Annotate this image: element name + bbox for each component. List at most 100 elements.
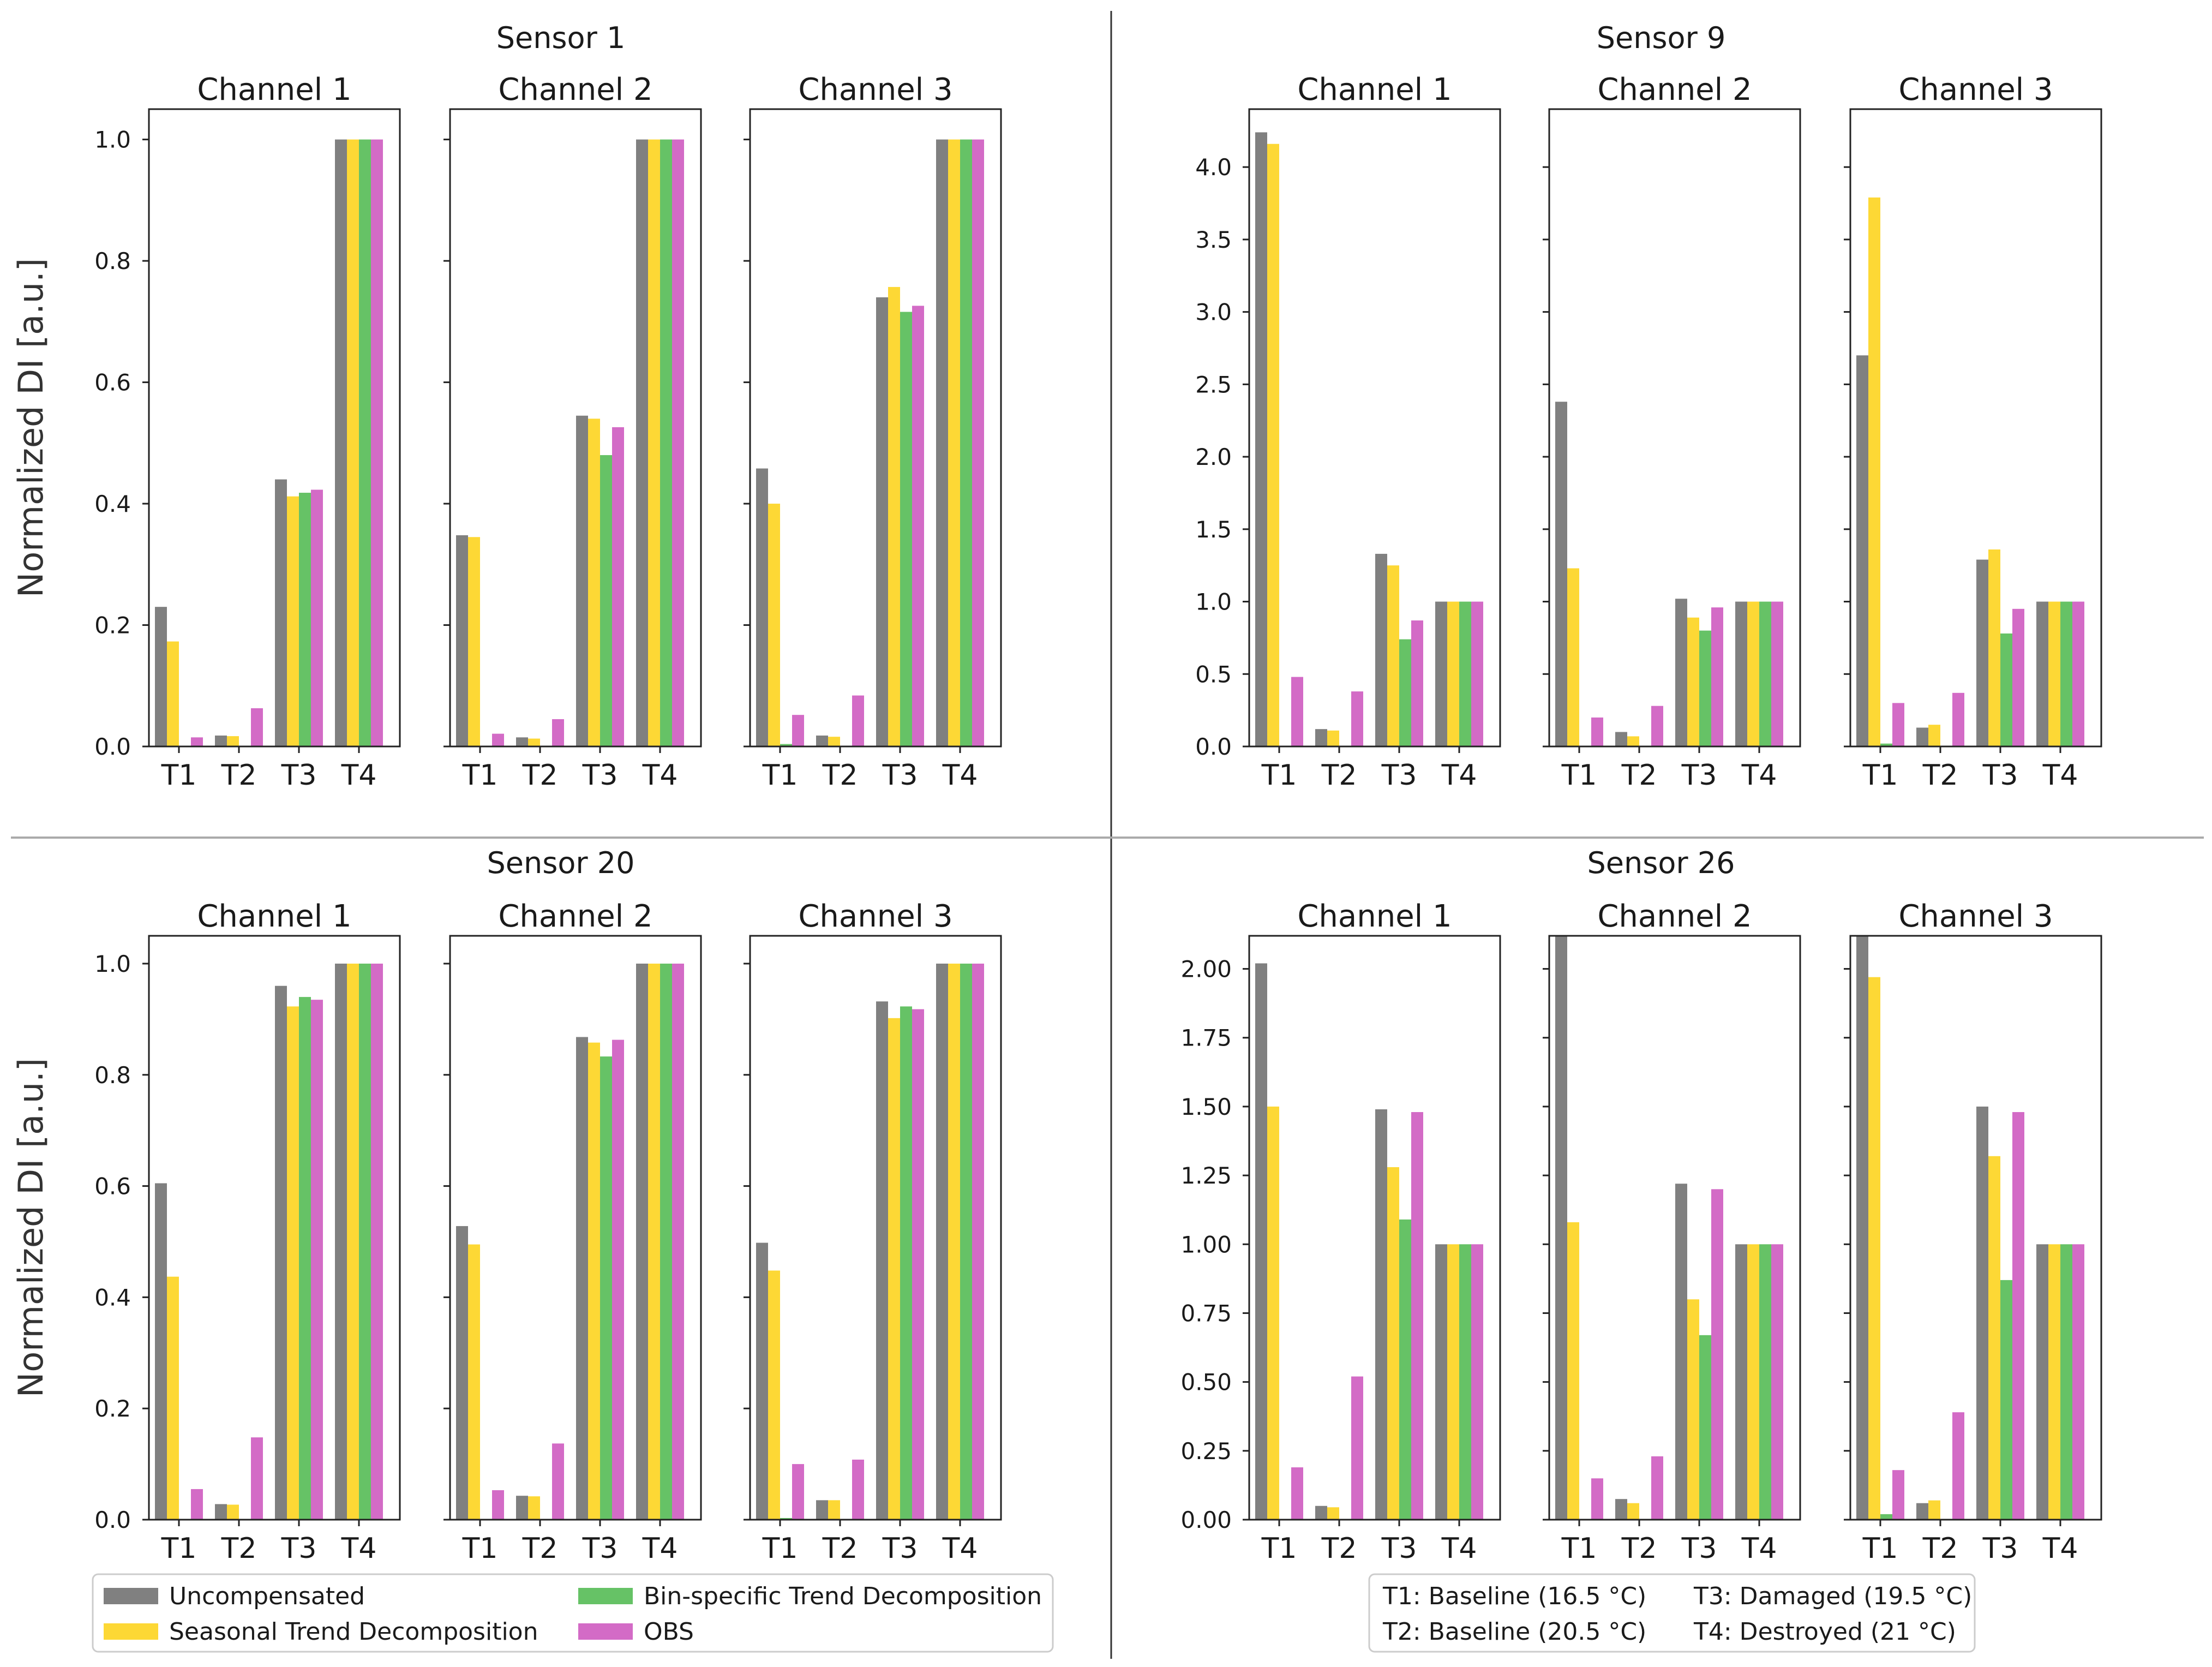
sensor-9-channel-1-bar-t1-seasonal-trend-decomposition [1267, 144, 1279, 746]
sensor-1-title: Sensor 1 [496, 21, 626, 55]
sensor-26-channel-3-xtick-label-t3: T3 [1982, 1532, 2018, 1565]
sensor-26-channel-1-xtick-label-t1: T1 [1261, 1532, 1297, 1565]
sensor-20-channel-1-xtick-label-t1: T1 [161, 1532, 197, 1565]
sensor-9-channel-3-xtick-label-t4: T4 [2042, 759, 2078, 792]
sensor-20-channel-1-xtick-label-t2: T2 [221, 1532, 257, 1565]
sensor-20-channel-3-bar-t1-obs [792, 1464, 804, 1520]
sensor-1-channel-2-bar-t2-obs [552, 719, 564, 746]
sensor-1-channel-2-bar-t1-obs [492, 733, 504, 746]
sensor-26-channel-2-xtick-label-t3: T3 [1681, 1532, 1717, 1565]
sensor-1-channel-2-xtick-label-t1: T1 [462, 759, 498, 792]
sensor-26-channel-2-bar-t1-uncompensated [1555, 936, 1567, 1520]
sensor-9-ytick-label: 2.5 [1195, 371, 1232, 398]
sensor-9-channel-2-xtick-label-t3: T3 [1681, 759, 1717, 792]
sensor-20-ytick-label: 1.0 [94, 951, 131, 977]
sensor-20-channel-2-bar-t4-obs [672, 963, 684, 1520]
legend-label-seasonal-trend-decomposition: Seasonal Trend Decomposition [169, 1618, 538, 1646]
sensor-20-channel-2-xtick-label-t2: T2 [522, 1532, 558, 1565]
sensor-9-channel-3-bar-t4-uncompensated [2036, 601, 2048, 746]
sensor-26-ytick-label: 1.50 [1180, 1094, 1232, 1120]
sensor-20-channel-2-bar-t4-seasonal-trend-decomposition [648, 963, 660, 1520]
sensor-1-channel-2-bar-t3-obs [612, 427, 624, 746]
sensor-9-channel-3-bar-t4-bin-specific-trend-decomposition [2060, 601, 2072, 746]
sensor-26-ytick-label: 0.75 [1180, 1300, 1232, 1327]
sensor-1-channel-1-bar-t2-uncompensated [215, 735, 227, 746]
sensor-9-channel-1-xtick-label-t4: T4 [1441, 759, 1477, 792]
sensor-1-channel-2-bar-t4-seasonal-trend-decomposition [648, 139, 660, 747]
sensor-20-channel-2-bar-t4-bin-specific-trend-decomposition [660, 963, 672, 1520]
sensor-20-channel-1-bar-t2-obs [251, 1437, 263, 1520]
sensor-26-channel-2-frame [1548, 935, 1801, 1521]
sensor-9-channel-1-bar-t4-uncompensated [1435, 601, 1447, 746]
sensor-26-channel-1-bar-t3-uncompensated [1375, 1109, 1387, 1520]
sensor-20-channel-2-bar-t2-uncompensated [516, 1496, 528, 1520]
legend-swatch-uncompensated [104, 1588, 158, 1604]
sensor-9-channel-2-xtick-label-t1: T1 [1561, 759, 1597, 792]
sensor-1-channel-3-bar-t1-uncompensated [756, 468, 768, 746]
sensor-20-ytick-label: 0.4 [94, 1284, 131, 1311]
sensor-9-ytick-label: 0.5 [1195, 661, 1232, 688]
condition-t1-label: T1: Baseline (16.5 °C) [1382, 1582, 1646, 1610]
sensor-26-ytick-label: 0.50 [1180, 1369, 1232, 1396]
sensor-26-ytick-label: 0.00 [1180, 1507, 1232, 1533]
sensor-26-channel-3-bar-t3-seasonal-trend-decomposition [1988, 1156, 2000, 1520]
sensor-9-channel-3-bar-t2-seasonal-trend-decomposition [1928, 725, 1940, 746]
sensor-1-channel-3-bar-t3-uncompensated [876, 297, 888, 746]
condition-legend: T1: Baseline (16.5 °C) T3: Damaged (19.5… [1368, 1573, 1976, 1653]
sensor-20-channel-3-bar-t3-uncompensated [876, 1001, 888, 1520]
sensor-26-channel-1-bar-t4-seasonal-trend-decomposition [1447, 1244, 1459, 1520]
sensor-9-channel-3-bar-t1-obs [1892, 703, 1904, 746]
sensor-26-channel-2-bar-t4-bin-specific-trend-decomposition [1759, 1244, 1771, 1520]
sensor-1-channel-1-frame [148, 108, 401, 748]
sensor-9-channel-3-bar-t3-seasonal-trend-decomposition [1988, 549, 2000, 746]
sensor-26-channel-3-bar-t4-uncompensated [2036, 1244, 2048, 1520]
sensor-20-y-axis-label: Normalized DI [a.u.] [11, 1058, 51, 1397]
sensor-9-channel-1-xtick-label-t3: T3 [1381, 759, 1417, 792]
sensor-20-channel-3-bar-t4-uncompensated [936, 963, 948, 1520]
sensor-9-channel-3-panel: Channel 3 T1 T2 T3 T4 [1844, 72, 2102, 792]
sensor-1-channel-2-bar-t4-uncompensated [636, 139, 648, 747]
sensor-20-channel-2-bar-t3-bin-specific-trend-decomposition [600, 1056, 612, 1520]
sensor-9-channel-1-frame [1248, 108, 1501, 748]
legend-label-uncompensated: Uncompensated [169, 1582, 365, 1610]
sensor-20-ytick-label: 0.2 [94, 1395, 131, 1422]
sensor-26-channel-3-bar-t2-obs [1952, 1412, 1964, 1520]
condition-t2-label: T2: Baseline (20.5 °C) [1382, 1618, 1646, 1646]
sensor-9-channel-1-bar-t2-seasonal-trend-decomposition [1327, 730, 1339, 746]
sensor-20-channel-1-bar-t2-seasonal-trend-decomposition [227, 1504, 239, 1520]
sensor-20-channel-3-bar-t4-bin-specific-trend-decomposition [960, 963, 972, 1520]
sensor-20-ytick-label: 0.8 [94, 1062, 131, 1089]
sensor-20-channel-2-frame [449, 935, 702, 1521]
sensor-1-channel-3-xtick-label-t4: T4 [942, 759, 978, 792]
sensor-1-channel-2-bar-t4-bin-specific-trend-decomposition [660, 139, 672, 747]
sensor-26-ytick-label: 1.75 [1180, 1025, 1232, 1051]
sensor-20-channel-1-bar-t4-obs [371, 963, 383, 1520]
sensor-1-channel-3-frame [749, 108, 1002, 748]
sensor-20-channel-1-bar-t1-obs [191, 1489, 203, 1520]
sensor-9-channel-2-panel: Channel 2 T1 T2 T3 T4 [1543, 72, 1801, 792]
sensor-20-channel-1-title: Channel 1 [197, 899, 351, 934]
condition-t3-label: T3: Damaged (19.5 °C) [1693, 1582, 1972, 1610]
sensor-26-channel-2-xtick-label-t2: T2 [1621, 1532, 1657, 1565]
method-legend: Uncompensated Seasonal Trend Decompositi… [92, 1573, 1054, 1653]
sensor-9-channel-3-xtick-label-t2: T2 [1922, 759, 1958, 792]
sensor-20-channel-3-bar-t3-seasonal-trend-decomposition [888, 1018, 900, 1520]
sensor-9-title: Sensor 9 [1597, 21, 1726, 55]
sensor-9-channel-3-bar-t2-obs [1952, 692, 1964, 746]
sensor-20-channel-3-bar-t2-seasonal-trend-decomposition [828, 1500, 840, 1520]
sensor-9-channel-2-bar-t2-seasonal-trend-decomposition [1627, 736, 1639, 746]
sensor-26-channel-3-bar-t2-seasonal-trend-decomposition [1928, 1500, 1940, 1520]
sensor-1-channel-3-bar-t4-seasonal-trend-decomposition [948, 139, 960, 747]
sensor-26-channel-1-frame [1248, 935, 1501, 1521]
sensor-20-channel-1-xtick-label-t4: T4 [341, 1532, 377, 1565]
sensor-20-channel-3-bar-t3-obs [912, 1009, 924, 1520]
sensor-20-ytick-label: 0.0 [94, 1507, 131, 1533]
sensor-20-channel-2-bar-t3-seasonal-trend-decomposition [588, 1042, 600, 1520]
sensor-1-channel-3-bar-t2-seasonal-trend-decomposition [828, 737, 840, 746]
condition-legend-frame [1368, 1573, 1976, 1653]
sensor-1-channel-1-bar-t4-uncompensated [335, 139, 347, 747]
sensor-20-channel-3-xtick-label-t1: T1 [762, 1532, 798, 1565]
sensor-26-channel-3-bar-t4-seasonal-trend-decomposition [2048, 1244, 2060, 1520]
sensor-26-channel-1-bar-t3-obs [1411, 1112, 1423, 1520]
